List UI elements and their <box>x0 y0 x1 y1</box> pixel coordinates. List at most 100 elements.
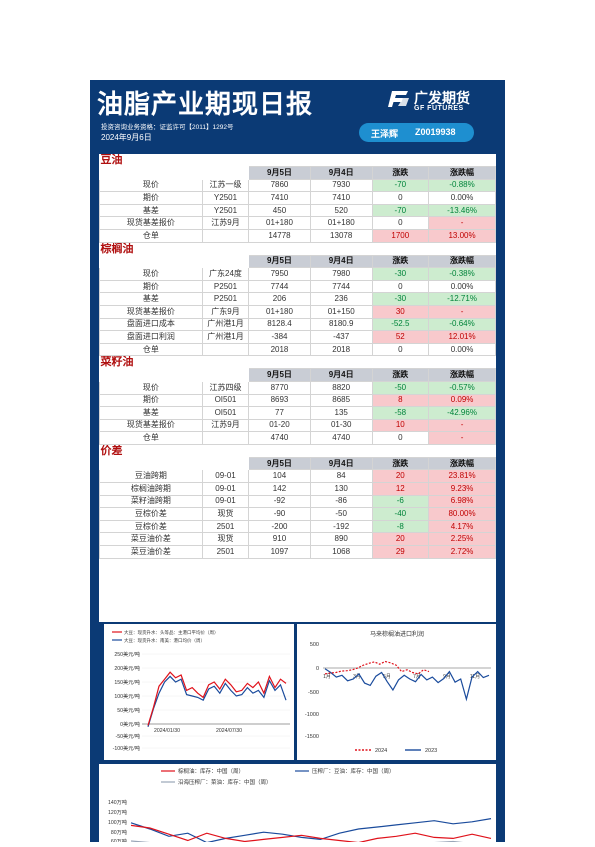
row-value-d1: 2018 <box>248 342 311 357</box>
header-change: 涨跌 <box>371 166 430 180</box>
row-item: 豆棕价差 <box>99 507 203 521</box>
row-value-d2: 8685 <box>309 393 373 408</box>
table-row: 基差 OI501 77 135 -58 -42.96% <box>99 406 496 420</box>
row-change: 0 <box>371 191 430 205</box>
row-value-d2: 130 <box>309 482 373 496</box>
row-item: 现价 <box>99 178 203 193</box>
series-line-2024 <box>324 660 430 675</box>
x-tick-label: 11月 <box>470 674 480 680</box>
x-tick-label: 5月 <box>383 674 391 680</box>
table-row: 现价 江苏一级 7860 7930 -70 -0.88% <box>99 178 496 193</box>
table-row: 菜籽油跨期 09-01 -92 -86 -6 6.98% <box>99 494 496 509</box>
table-row: 盘面进口利润 广州港1月 -384 -437 52 12.01% <box>99 330 496 344</box>
row-spec <box>201 342 250 357</box>
row-value-d1: 7410 <box>248 191 311 205</box>
row-change-pct: 23.81% <box>428 469 496 484</box>
analyst-badge: 王泽辉 Z0019938 <box>359 123 474 142</box>
row-change: -30 <box>371 292 430 306</box>
row-change-pct: -0.57% <box>428 380 496 395</box>
header-blank <box>201 368 250 382</box>
series-line-2 <box>147 675 287 727</box>
row-value-d1: 8770 <box>248 380 311 395</box>
row-value-d1: 142 <box>248 482 311 496</box>
row-spec <box>201 228 250 243</box>
row-item: 期价 <box>99 279 203 294</box>
y-tick-label: -100美元/吨 <box>113 744 140 752</box>
section-title: 棕榈油 <box>100 242 134 255</box>
table-header-row: 9月5日 9月4日 涨跌 涨跌幅 <box>99 254 496 269</box>
x-tick-label: 2024/07/30 <box>216 728 242 734</box>
data-sheet: 豆油 9月5日 9月4日 涨跌 涨跌幅 现价 江苏一级 7860 7930 -70 -0.88% 期价… <box>99 154 496 622</box>
y-tick-label: 500 <box>310 642 319 648</box>
soybean-premium-chart: 大豆：现货升水：头等品：主港口平均价（周） 大豆：现货升水：南美：港口均价（周） 2… <box>104 624 294 760</box>
row-spec: P2501 <box>201 292 250 306</box>
row-value-d2: 520 <box>309 203 373 218</box>
table-row: 基差 Y2501 450 520 -70 -13.46% <box>99 203 496 218</box>
row-item: 现价 <box>99 380 203 395</box>
row-spec: Y2501 <box>201 191 250 205</box>
analyst-id: Z0019938 <box>415 127 456 137</box>
table-row: 期价 P2501 7744 7744 0 0.00% <box>99 279 496 294</box>
row-change: -58 <box>371 406 430 420</box>
row-value-d1: 14778 <box>248 228 311 243</box>
row-item: 基差 <box>99 406 203 420</box>
row-value-d1: 1097 <box>248 545 311 559</box>
y-tick-label: 250美元/吨 <box>114 650 140 658</box>
table-row: 菜豆油价差 现货 910 890 20 2.25% <box>99 532 496 547</box>
x-tick-label: 7月 <box>413 674 421 680</box>
row-value-d2: -86 <box>309 494 373 509</box>
row-change-pct: 12.01% <box>428 330 496 344</box>
row-change: 20 <box>371 532 430 547</box>
series-line-soybean <box>130 818 492 844</box>
row-value-d1: -200 <box>248 519 311 534</box>
table-row: 棕榈油跨期 09-01 142 130 12 9.23% <box>99 482 496 496</box>
y-tick-label: 0美元/吨 <box>120 720 140 728</box>
row-value-d2: 890 <box>309 532 373 547</box>
header-change: 涨跌 <box>371 368 430 382</box>
row-spec: 09-01 <box>201 482 250 496</box>
series-line-1 <box>147 671 287 726</box>
row-change-pct: 2.25% <box>428 532 496 547</box>
header-change: 涨跌 <box>371 456 430 471</box>
row-value-d1: -90 <box>248 507 311 521</box>
row-change: 12 <box>371 482 430 496</box>
x-tick-label: 2024/01/30 <box>154 728 180 734</box>
row-item: 现货基差报价 <box>99 418 203 433</box>
row-value-d2: 8180.9 <box>309 317 373 332</box>
row-change: -40 <box>371 507 430 521</box>
x-tick-label: 1月 <box>323 674 331 680</box>
row-item: 盘面进口利润 <box>99 330 203 344</box>
row-item: 仓单 <box>99 228 203 243</box>
row-change-pct: 0.09% <box>428 393 496 408</box>
header-date-1: 9月5日 <box>248 368 311 382</box>
header-date-2: 9月4日 <box>309 368 373 382</box>
analyst-name: 王泽辉 <box>371 129 399 139</box>
table-header-row: 9月5日 9月4日 涨跌 涨跌幅 <box>99 456 496 471</box>
row-spec: P2501 <box>201 279 250 294</box>
header-change-pct: 涨跌幅 <box>428 254 496 269</box>
row-item: 菜籽油跨期 <box>99 494 203 509</box>
row-value-d1: 7950 <box>248 267 311 281</box>
table-row: 仓单 4740 4740 0- <box>99 431 496 445</box>
series-line-palm <box>130 824 492 844</box>
row-item: 现货基差报价 <box>99 216 203 230</box>
row-value-d1: 450 <box>248 203 311 218</box>
section-title-row: 棕榈油 <box>100 242 496 255</box>
header-blank <box>201 166 250 180</box>
header-blank <box>99 254 203 269</box>
soybean-premium-chart-svg: 大豆：现货升水：头等品：主港口平均价（周）大豆：现货升水：南美：港口均价（周） 2… <box>112 629 290 752</box>
row-value-d1: -92 <box>248 494 311 509</box>
y-tick-label: -500 <box>308 690 319 696</box>
row-change-pct: - <box>428 431 496 445</box>
legend-label: 大豆：现货升水：头等品：主港口平均价（周） <box>124 629 219 636</box>
row-change-pct: 80.00% <box>428 507 496 521</box>
row-spec: OI501 <box>201 393 250 408</box>
row-value-d1: 7860 <box>248 178 311 193</box>
row-change: 52 <box>371 330 430 344</box>
row-spec: 江苏四级 <box>201 380 250 395</box>
row-item: 盘面进口成本 <box>99 317 203 332</box>
table-row: 现价 广东24度 7950 7980 -30 -0.38% <box>99 267 496 281</box>
row-item: 豆油跨期 <box>99 469 203 484</box>
row-change-pct: 6.98% <box>428 494 496 509</box>
legend-label: 沿海压榨厂：菜油：库存：中国（周） <box>178 778 272 786</box>
